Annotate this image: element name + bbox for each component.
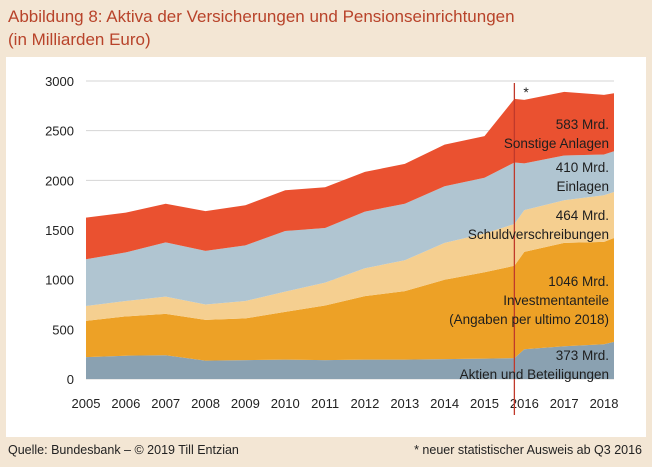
x-tick-label: 2009 bbox=[231, 396, 260, 411]
break-marker: * bbox=[523, 84, 529, 100]
y-tick-label: 1500 bbox=[45, 223, 74, 238]
series-label-value: 1046 Mrd. bbox=[548, 274, 609, 289]
footnote: * neuer statistischer Ausweis ab Q3 2016 bbox=[414, 443, 642, 457]
y-tick-label: 500 bbox=[52, 322, 74, 337]
x-tick-label: 2007 bbox=[151, 396, 180, 411]
x-tick-label: 2015 bbox=[470, 396, 499, 411]
series-label-name: Investmentanteile bbox=[503, 293, 609, 308]
x-tick-label: 2017 bbox=[550, 396, 579, 411]
x-tick-label: 2006 bbox=[111, 396, 140, 411]
x-tick-label: 2005 bbox=[72, 396, 101, 411]
x-tick-label: 2011 bbox=[311, 396, 339, 411]
y-tick-label: 1000 bbox=[45, 273, 74, 288]
x-tick-label: 2013 bbox=[390, 396, 419, 411]
chart-svg: 0 500 1000 1500 2000 2500 3000 2005 2006 2007 2008… bbox=[45, 74, 619, 415]
area-sonstige bbox=[86, 91, 614, 260]
area-aktien bbox=[86, 341, 614, 379]
title-line-1: Abbildung 8: Aktiva der Versicherungen u… bbox=[8, 7, 515, 26]
title-line-2: (in Milliarden Euro) bbox=[8, 30, 151, 49]
x-tick-label: 2008 bbox=[191, 396, 220, 411]
source-note: Quelle: Bundesbank – © 2019 Till Entzian bbox=[8, 443, 239, 457]
y-tick-label: 2000 bbox=[45, 173, 74, 188]
series-label-value: 410 Mrd. bbox=[556, 160, 609, 175]
x-tick-label: 2016 bbox=[510, 396, 539, 411]
series-label-value: 583 Mrd. bbox=[556, 117, 609, 132]
chart-panel: 0 500 1000 1500 2000 2500 3000 2005 2006 2007 2008… bbox=[6, 57, 646, 437]
y-tick-label: 2500 bbox=[45, 124, 74, 139]
series-label-name: Aktien und Beteiligungen bbox=[460, 367, 609, 382]
series-label-name: Sonstige Anlagen bbox=[504, 136, 609, 151]
x-tick-label: 2012 bbox=[350, 396, 379, 411]
x-tick-label: 2014 bbox=[430, 396, 459, 411]
area-investment bbox=[86, 238, 614, 361]
series-label-value: 464 Mrd. bbox=[556, 208, 609, 223]
area-schuld bbox=[86, 192, 614, 321]
y-tick-label: 0 bbox=[67, 372, 74, 387]
chart-title: Abbildung 8: Aktiva der Versicherungen u… bbox=[8, 5, 515, 51]
series-label-value: 373 Mrd. bbox=[556, 348, 609, 363]
x-tick-label: 2018 bbox=[590, 396, 619, 411]
series-label-name: Schuldverschreibungen bbox=[468, 227, 609, 242]
x-tick-label: 2010 bbox=[271, 396, 300, 411]
y-tick-label: 3000 bbox=[45, 74, 74, 89]
series-label-extra: (Angaben per ultimo 2018) bbox=[449, 312, 609, 327]
area-einlagen bbox=[86, 151, 614, 306]
series-label-name: Einlagen bbox=[556, 179, 609, 194]
